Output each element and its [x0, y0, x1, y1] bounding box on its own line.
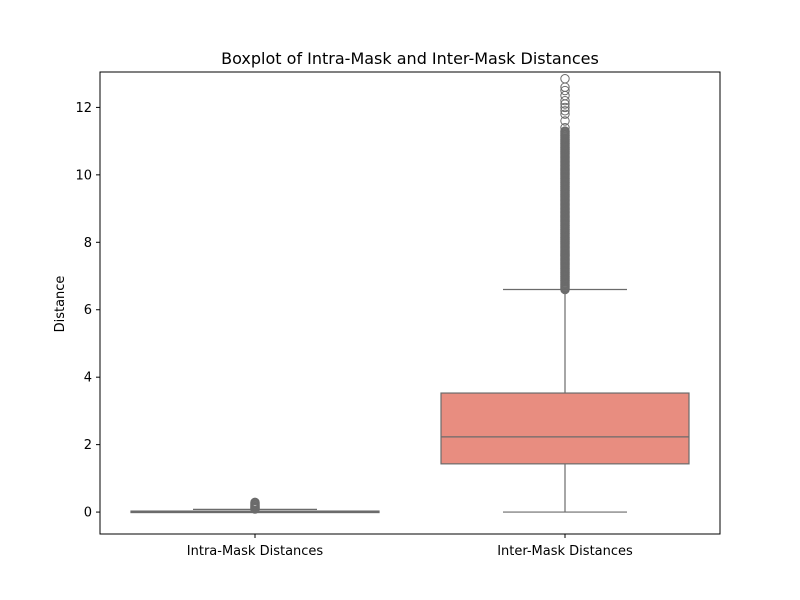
y-tick-label: 6	[84, 303, 92, 318]
x-axis-ticks: Intra-Mask Distances Inter-Mask Distances	[187, 534, 633, 559]
y-tick-label: 2	[84, 438, 92, 453]
x-tick-label: Intra-Mask Distances	[187, 544, 324, 559]
y-tick-label: 12	[75, 101, 92, 116]
box-group	[130, 497, 380, 514]
boxes-layer	[130, 74, 690, 514]
outlier-point	[560, 95, 570, 106]
y-tick-label: 10	[75, 168, 92, 183]
y-tick-label: 4	[84, 371, 92, 386]
plot-frame	[99, 71, 721, 535]
outlier-point	[560, 102, 570, 113]
outlier-point	[560, 74, 570, 84]
outlier-point	[560, 90, 570, 101]
outlier-point	[560, 109, 570, 119]
y-tick-label: 0	[84, 506, 92, 521]
y-axis-label: Distance	[53, 276, 68, 333]
chart-title: Boxplot of Intra-Mask and Inter-Mask Dis…	[221, 49, 599, 68]
outlier-point	[560, 126, 570, 136]
x-tick-label: Inter-Mask Distances	[497, 544, 633, 559]
outlier-point	[560, 116, 570, 126]
outlier-point	[250, 497, 260, 508]
outlier-point	[560, 106, 570, 116]
box-iqr	[440, 392, 690, 465]
outlier-point	[560, 122, 570, 133]
y-axis-ticks: 0 2 4 6 8 10 12	[75, 101, 100, 521]
box-group	[440, 74, 690, 513]
outlier-point	[560, 85, 570, 96]
y-tick-label: 8	[84, 236, 92, 251]
